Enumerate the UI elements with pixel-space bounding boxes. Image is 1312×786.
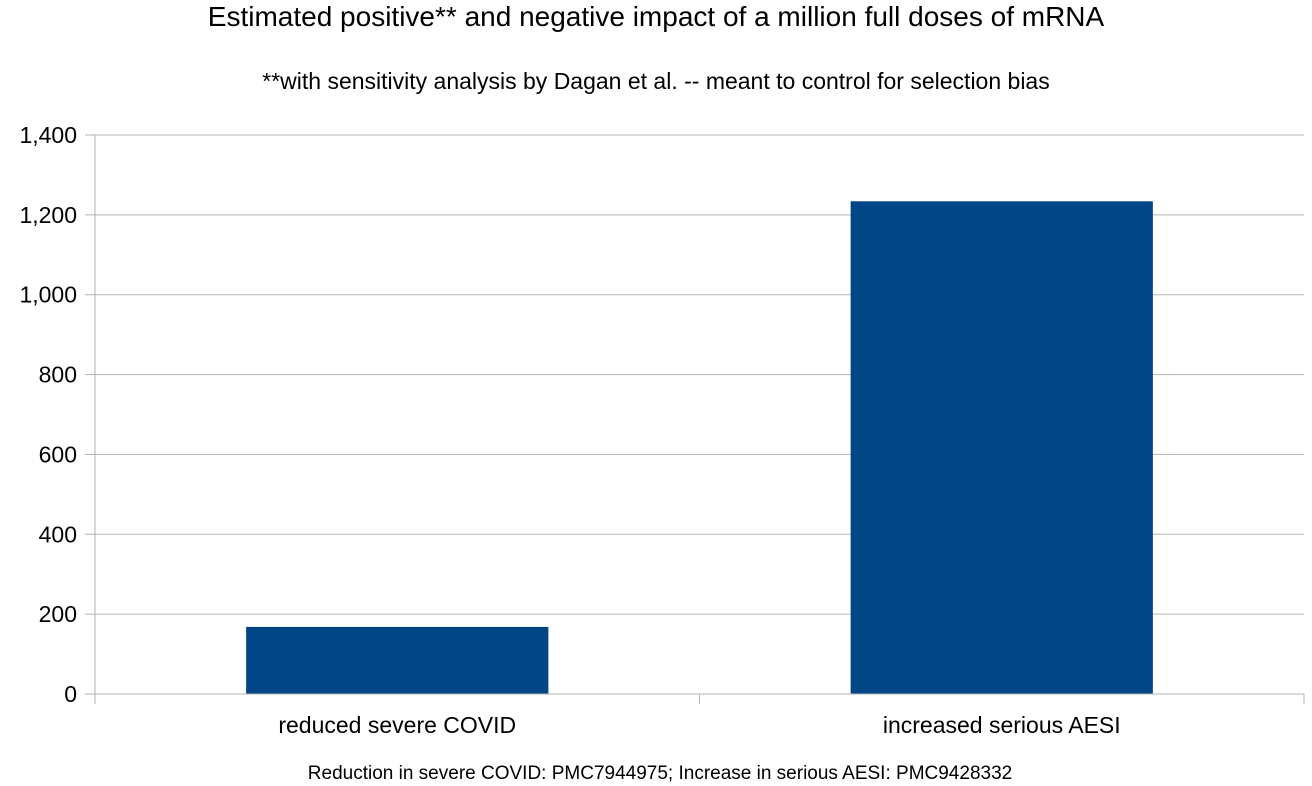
bar <box>246 626 549 694</box>
y-tick-label: 600 <box>39 441 77 467</box>
x-axis-labels: reduced severe COVID increased serious AE… <box>278 712 1120 738</box>
y-tick-label: 1,200 <box>19 202 77 228</box>
bars <box>246 201 1153 694</box>
x-category-label: increased serious AESI <box>883 712 1121 738</box>
bar <box>850 201 1153 694</box>
y-tick-label: 800 <box>39 362 77 388</box>
y-tick-label: 1,400 <box>19 122 77 148</box>
source-footnote: Reduction in severe COVID: PMC7944975; I… <box>307 763 1013 784</box>
chart-subtitle: **with sensitivity analysis by Dagan et … <box>262 68 1050 94</box>
y-tick-label: 0 <box>64 681 77 707</box>
axes <box>85 135 1305 704</box>
y-tick-label: 1,000 <box>19 282 77 308</box>
y-axis-ticks: 0 200 400 600 800 1,000 1,200 1,400 <box>19 122 95 707</box>
chart-title: Estimated positive** and negative impact… <box>207 1 1105 32</box>
x-category-label: reduced severe COVID <box>278 712 516 738</box>
y-tick-label: 400 <box>39 521 77 547</box>
y-tick-label: 200 <box>39 601 77 627</box>
